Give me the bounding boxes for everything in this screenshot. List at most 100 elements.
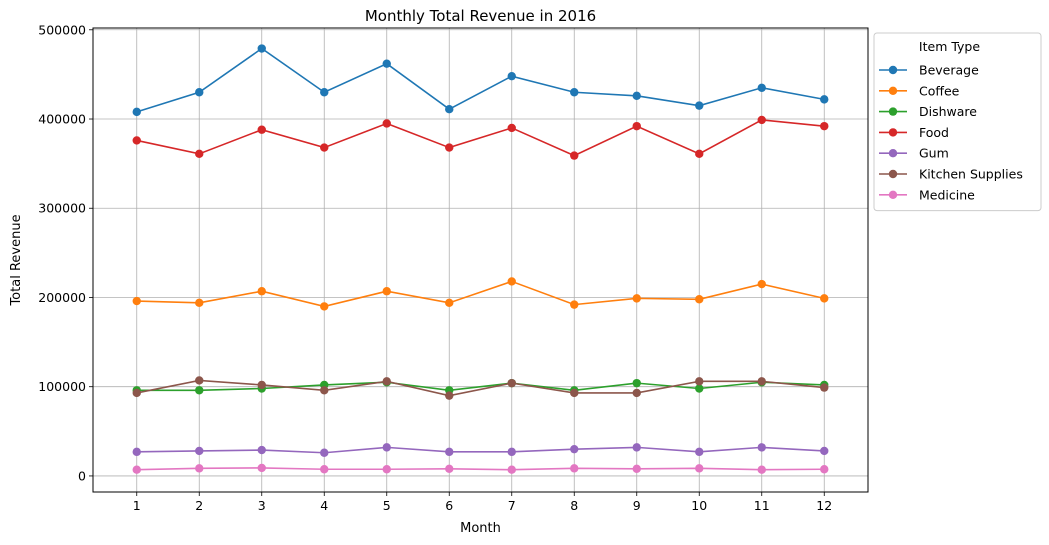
data-point (445, 447, 454, 457)
data-point (695, 295, 704, 304)
data-point (382, 59, 391, 68)
data-point (195, 386, 204, 395)
x-tick-label: 6 (445, 498, 453, 513)
y-tick-label: 0 (78, 468, 86, 483)
x-tick-label: 3 (258, 498, 266, 513)
data-point (445, 391, 454, 400)
data-point (132, 107, 141, 117)
legend-item: Food (879, 125, 949, 140)
data-point (757, 465, 766, 474)
data-point (757, 115, 766, 125)
x-tick-label: 1 (133, 498, 141, 513)
y-tick-label: 400000 (38, 112, 86, 127)
x-tick-label: 8 (570, 498, 578, 513)
data-point (507, 465, 516, 474)
y-tick-label: 300000 (38, 201, 86, 216)
chart-title: Monthly Total Revenue in 2016 (365, 7, 596, 25)
legend-item: Medicine (879, 187, 975, 202)
data-point (132, 465, 141, 474)
data-point (820, 294, 829, 303)
data-point (632, 443, 641, 452)
data-point (632, 388, 641, 398)
legend-label: Dishware (919, 104, 977, 119)
data-point (695, 101, 704, 110)
data-point (632, 121, 641, 131)
legend-label: Medicine (919, 187, 975, 202)
x-tick-label: 2 (195, 498, 203, 513)
x-tick-label: 11 (754, 498, 770, 513)
data-point (445, 143, 454, 152)
legend-swatch-marker (888, 86, 898, 96)
data-point (632, 91, 641, 101)
legend-item: Kitchen Supplies (879, 167, 1023, 182)
data-point (320, 448, 329, 457)
data-point (820, 446, 829, 456)
series-gum (132, 443, 829, 457)
data-point (320, 386, 329, 395)
data-point (820, 121, 829, 131)
legend-swatch-marker (888, 190, 898, 199)
data-point (820, 383, 829, 392)
data-point (382, 119, 391, 128)
legend-label: Food (919, 125, 949, 140)
legend-swatch-marker (888, 149, 898, 158)
data-point (257, 380, 266, 390)
legend-label: Beverage (919, 63, 979, 78)
series-beverage (132, 44, 829, 117)
series-coffee (132, 277, 829, 311)
data-point (195, 298, 204, 308)
data-point (507, 447, 516, 457)
data-point (570, 444, 579, 454)
data-point (507, 277, 516, 286)
legend-swatch-marker (888, 65, 898, 75)
x-tick-label: 4 (320, 498, 328, 513)
data-point (570, 88, 579, 97)
data-point (257, 44, 266, 53)
legend-title: Item Type (919, 39, 980, 54)
y-tick-label: 100000 (38, 379, 86, 394)
legend-label: Kitchen Supplies (919, 167, 1023, 182)
legend-swatch-marker (888, 107, 898, 116)
data-point (257, 125, 266, 134)
x-tick-label: 9 (633, 498, 641, 513)
data-point (195, 464, 204, 473)
legend-item: Dishware (879, 104, 977, 119)
data-point (320, 143, 329, 152)
legend-label: Coffee (919, 83, 960, 98)
data-point (507, 71, 516, 81)
data-point (570, 388, 579, 398)
series-food (132, 115, 829, 160)
series-line (136, 381, 825, 392)
series-line (136, 47, 825, 113)
axes: 1 2 3 4 5 6 7 8 9 10 11 120100000200000300000400000… (38, 22, 832, 513)
data-point (507, 378, 516, 388)
x-axis-title: Month (460, 521, 501, 536)
data-point (570, 464, 579, 473)
data-point (382, 443, 391, 452)
data-point (632, 464, 641, 473)
legend-item: Coffee (879, 83, 960, 98)
plot-area-frame (92, 27, 869, 493)
data-point (257, 445, 266, 455)
data-point (820, 465, 829, 474)
series-line (136, 467, 825, 471)
data-point (695, 447, 704, 457)
data-point (570, 151, 579, 160)
data-point (445, 464, 454, 473)
data-point (632, 294, 641, 303)
y-tick-label: 500000 (38, 22, 86, 37)
data-point (757, 377, 766, 386)
series-medicine (132, 463, 829, 474)
data-point (195, 376, 204, 385)
y-axis-title: Total Revenue (9, 214, 24, 306)
data-point (320, 88, 329, 97)
data-point (570, 300, 579, 309)
legend-swatch-marker (888, 128, 898, 137)
data-point (132, 388, 141, 398)
data-point (382, 465, 391, 474)
data-point (445, 105, 454, 114)
data-point (507, 123, 516, 133)
data-point (195, 88, 204, 97)
